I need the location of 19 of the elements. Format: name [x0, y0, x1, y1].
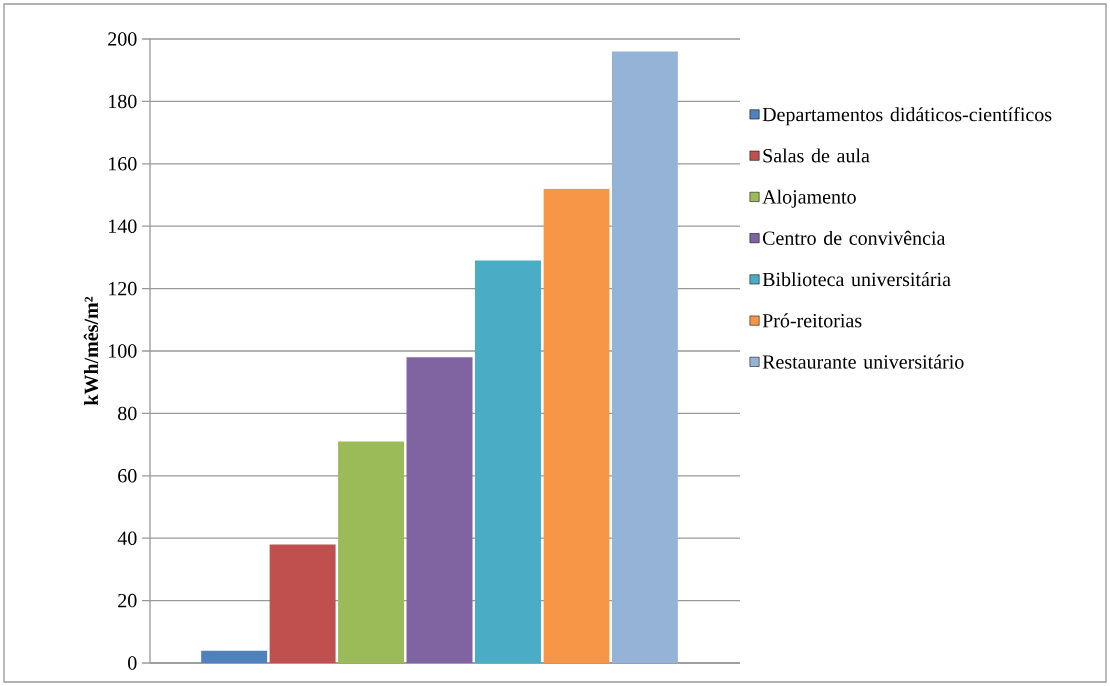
y-tick-label: 80	[118, 406, 137, 421]
y-tick-label: 100	[109, 344, 137, 358]
y-tick-label: 20	[118, 593, 137, 608]
legend-label: Biblioteca universitária	[762, 272, 951, 287]
y-tick-label: 200	[108, 32, 137, 46]
y-tick-label: 140	[109, 219, 137, 233]
legend-label: Pró-reitorias	[762, 313, 862, 328]
y-tick-label: 0	[128, 656, 137, 670]
y-tick-label: 180	[109, 94, 137, 109]
y-tick-label: 160	[109, 157, 137, 171]
legend-label: Restaurante universitário	[762, 354, 964, 369]
y-tick-label: 120	[109, 281, 137, 296]
legend-label: Alojamento	[762, 189, 856, 208]
legend-label: Departamentos didáticos-científicos	[762, 107, 1052, 126]
legend-label: Salas de aula	[763, 148, 870, 163]
y-axis-title: kWh/mês/m²	[83, 296, 99, 406]
y-tick-label: 60	[118, 469, 137, 483]
legend-label: Centro de convivência	[762, 230, 946, 245]
y-tick-label: 40	[117, 531, 137, 545]
